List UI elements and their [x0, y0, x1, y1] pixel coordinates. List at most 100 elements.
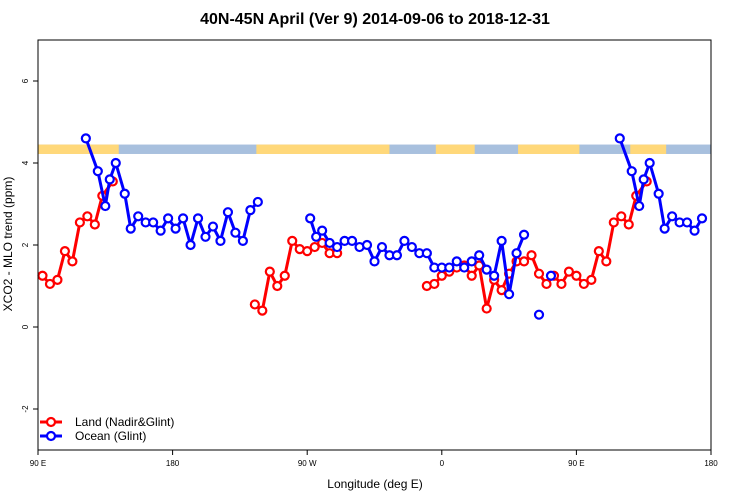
data-point	[44, 278, 56, 290]
data-point	[369, 256, 380, 267]
series-line	[426, 180, 648, 311]
data-point	[59, 246, 71, 257]
legend: Land (Nadir&Glint) Ocean (Glint)	[40, 415, 174, 443]
data-point	[309, 241, 320, 253]
x-axis-label: Longitude (deg E)	[327, 477, 422, 491]
y-axis-label: XCO2 - MLO trend (ppm)	[1, 177, 15, 312]
legend-item-land: Land (Nadir&Glint)	[40, 415, 174, 429]
data-point	[391, 250, 403, 261]
data-point	[421, 248, 432, 259]
data-point	[541, 278, 552, 290]
data-point	[504, 289, 515, 300]
data-point	[346, 235, 358, 246]
data-point	[518, 229, 530, 240]
x-axis: 90 E 180 90 W 0 90 E 180	[30, 450, 718, 468]
data-point	[200, 231, 211, 242]
legend-ocean-label: Ocean (Glint)	[75, 429, 146, 443]
data-point	[287, 235, 298, 246]
data-point	[207, 221, 219, 232]
data-point	[311, 231, 322, 242]
land-strip-segment	[38, 144, 119, 154]
data-point	[237, 235, 248, 246]
land-strip-segment	[518, 144, 580, 154]
data-point	[332, 241, 343, 253]
series-layer	[37, 133, 708, 320]
data-point	[696, 213, 708, 224]
data-point	[578, 278, 589, 290]
data-point	[489, 270, 500, 281]
x-tick-label: 180	[166, 459, 180, 468]
data-point	[52, 274, 63, 285]
data-point	[110, 157, 121, 169]
data-point	[82, 211, 93, 222]
y-tick-label: 2	[21, 242, 30, 247]
data-point	[185, 239, 196, 251]
legend-land-label: Land (Nadir&Glint)	[75, 415, 174, 429]
data-point	[496, 235, 507, 246]
data-point	[634, 200, 645, 212]
data-point	[264, 266, 275, 277]
data-point	[496, 285, 507, 296]
data-point	[317, 225, 328, 236]
data-point	[593, 246, 604, 257]
data-point	[257, 305, 268, 316]
data-point	[474, 250, 485, 261]
data-point	[148, 217, 159, 228]
data-point	[376, 241, 388, 253]
data-point	[177, 213, 189, 224]
data-point	[89, 219, 100, 230]
chart-title: 40N-45N April (Ver 9) 2014-09-06 to 2018…	[200, 11, 550, 28]
data-point	[230, 227, 241, 238]
data-point	[279, 270, 290, 281]
data-point	[556, 278, 567, 290]
series-ocean	[80, 133, 708, 320]
data-point	[119, 188, 130, 199]
data-point	[614, 133, 625, 144]
data-point	[222, 207, 234, 218]
data-point	[653, 188, 664, 199]
data-point	[252, 196, 263, 208]
data-point	[644, 157, 655, 169]
land-strip-segment	[435, 144, 475, 154]
data-point	[324, 237, 335, 249]
data-point	[481, 303, 492, 314]
data-point	[466, 256, 477, 267]
data-point	[545, 270, 557, 281]
data-point	[623, 219, 634, 230]
data-point	[533, 268, 545, 279]
data-point	[399, 235, 410, 246]
data-point	[459, 262, 470, 273]
data-point	[245, 205, 256, 216]
y-tick-label: -2	[21, 405, 30, 413]
data-point	[638, 174, 649, 185]
data-point	[616, 211, 627, 222]
data-point	[586, 274, 597, 285]
data-point	[429, 278, 440, 290]
data-point	[249, 299, 260, 310]
legend-item-ocean: Ocean (Glint)	[40, 429, 146, 443]
data-point	[601, 256, 612, 267]
land-strip-segment	[256, 144, 390, 154]
data-point	[608, 217, 619, 228]
land-strip-segment	[630, 144, 667, 154]
data-point	[361, 239, 373, 251]
y-tick-label: 4	[21, 160, 30, 165]
x-tick-label: 0	[440, 459, 445, 468]
data-point	[163, 213, 174, 224]
data-point	[466, 270, 477, 281]
data-point	[511, 248, 522, 259]
data-point	[689, 225, 700, 236]
data-point	[667, 211, 678, 222]
data-point	[215, 235, 226, 246]
data-point	[481, 264, 492, 275]
data-point	[533, 309, 545, 320]
legend-land-marker	[45, 416, 57, 428]
x-tick-label: 90 W	[298, 459, 317, 468]
data-point	[302, 246, 313, 257]
x-tick-label: 90 E	[568, 459, 584, 468]
data-point	[526, 250, 537, 261]
data-point	[451, 256, 462, 267]
data-point	[100, 200, 111, 212]
data-point	[133, 211, 144, 222]
